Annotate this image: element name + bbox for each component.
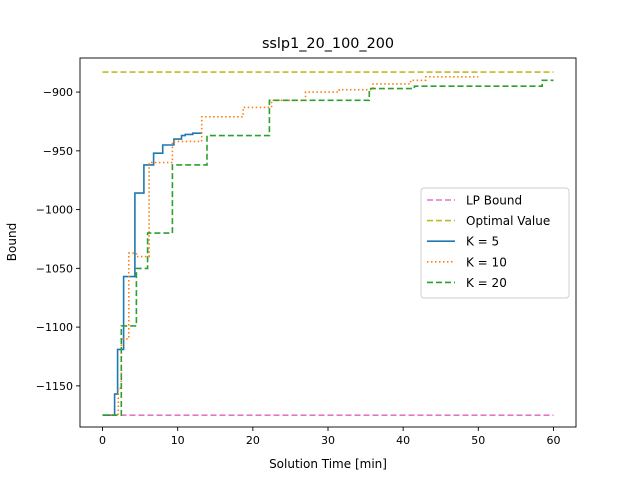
y-tick-label: −1050 — [36, 262, 73, 275]
x-axis-ticks: 0 10 20 30 40 50 60 — [99, 427, 560, 447]
y-tick-label: −950 — [43, 145, 73, 158]
legend-label: K = 5 — [466, 235, 499, 249]
x-tick-label: 20 — [246, 434, 260, 447]
y-axis-ticks: −1150 −1100 −1050 −1000 −950 −900 — [36, 86, 80, 393]
legend-box — [420, 187, 570, 299]
legend-label: Optimal Value — [466, 214, 550, 228]
x-tick-label: 40 — [396, 434, 410, 447]
x-tick-label: 50 — [471, 434, 485, 447]
legend-label: LP Bound — [466, 194, 522, 208]
x-tick-label: 60 — [546, 434, 560, 447]
x-axis-label: Solution Time [min] — [269, 457, 387, 471]
y-tick-label: −1000 — [36, 204, 73, 217]
x-tick-label: 10 — [171, 434, 185, 447]
x-tick-label: 30 — [321, 434, 335, 447]
y-tick-label: −1150 — [36, 380, 73, 393]
legend-label: K = 20 — [466, 276, 507, 290]
y-tick-label: −1100 — [36, 321, 73, 334]
plot-lines — [102, 71, 554, 416]
y-axis-label: Bound — [5, 223, 19, 261]
x-tick-label: 0 — [99, 434, 106, 447]
series-line-k-10 — [102, 76, 479, 416]
chart-title: sslp1_20_100_200 — [262, 36, 394, 52]
legend: LP Bound Optimal Value K = 5 K = 10 K = 20 — [420, 187, 570, 299]
series-line-k-20 — [102, 79, 554, 416]
legend-label: K = 10 — [466, 255, 507, 269]
series-line-k-5 — [102, 132, 202, 416]
y-tick-label: −900 — [43, 86, 73, 99]
